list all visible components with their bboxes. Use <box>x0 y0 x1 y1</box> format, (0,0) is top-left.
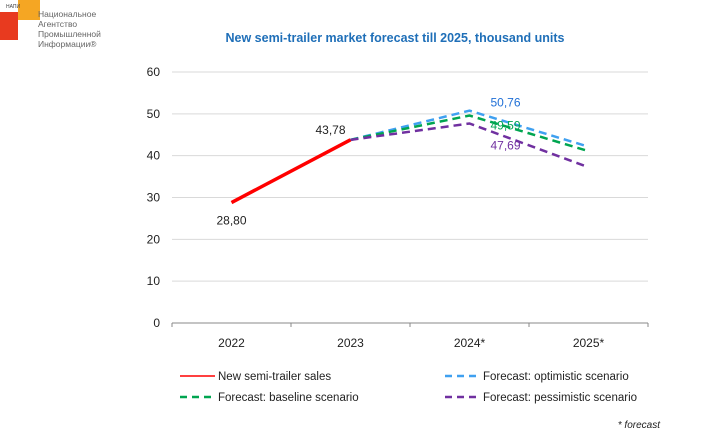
axes: 0 10 20 30 40 50 60 2022 2023 2024* 2025* <box>147 65 649 350</box>
x-tick-label: 2025* <box>573 336 605 350</box>
logo-abbr: НАПИ <box>6 4 21 10</box>
logo-text: Национальное Агентство Промышленной Инфо… <box>38 9 101 49</box>
y-tick-label: 20 <box>147 232 161 246</box>
x-tick-label: 2022 <box>218 336 245 350</box>
x-tick-label: 2023 <box>337 336 364 350</box>
chart-title: New semi-trailer market forecast till 20… <box>225 31 564 45</box>
series-line-forecast-pessimistic-scenario <box>350 122 589 169</box>
data-label: 28,80 <box>216 214 246 228</box>
data-label: 50,76 <box>490 96 520 110</box>
logo-line: Промышленной <box>38 29 101 39</box>
series-line-new-semi-trailer-sales <box>230 138 352 205</box>
series-line-forecast-optimistic-scenario <box>350 109 589 148</box>
data-labels: 28,80 43,78 50,76 49,59 47,69 <box>216 96 520 228</box>
y-tick-label: 30 <box>147 191 161 205</box>
y-tick-label: 0 <box>153 316 160 330</box>
data-label: 43,78 <box>315 123 345 137</box>
legend: New semi-trailer sales Forecast: optimist… <box>180 371 637 404</box>
data-label: 47,69 <box>490 138 520 152</box>
logo-line: Информации® <box>38 39 97 49</box>
y-tick-label: 50 <box>147 107 161 121</box>
series-line-forecast-baseline-scenario <box>350 114 589 153</box>
y-tick-label: 60 <box>147 65 161 79</box>
logo-mark <box>0 0 40 40</box>
y-tick-label: 40 <box>147 149 161 163</box>
legend-label: Forecast: baseline scenario <box>218 392 359 404</box>
grid <box>172 71 648 282</box>
logo-line: Агентство <box>38 19 78 29</box>
x-tick-label: 2024* <box>454 336 486 350</box>
footnote: * forecast <box>618 420 661 431</box>
series <box>230 109 589 205</box>
data-label: 49,59 <box>490 119 520 133</box>
y-tick-label: 10 <box>147 274 161 288</box>
legend-label: New semi-trailer sales <box>218 371 331 383</box>
logo-line: Национальное <box>38 9 97 19</box>
legend-label: Forecast: pessimistic scenario <box>483 392 637 404</box>
legend-label: Forecast: optimistic scenario <box>483 371 629 383</box>
